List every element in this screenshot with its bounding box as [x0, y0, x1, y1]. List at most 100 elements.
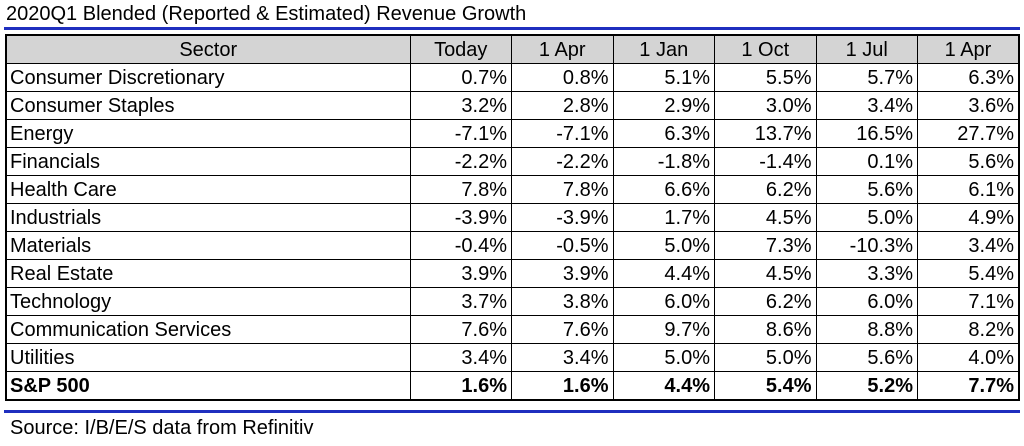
value-cell: 1.6%: [511, 371, 614, 401]
value-cell: 5.4%: [714, 371, 817, 401]
value-cell: 13.7%: [714, 119, 817, 148]
value-cell: -0.4%: [409, 231, 512, 260]
value-cell: 3.0%: [714, 91, 817, 120]
value-cell: -3.9%: [511, 203, 614, 232]
value-cell: 8.6%: [714, 315, 817, 344]
column-header: 1 Jan: [612, 34, 715, 64]
sector-cell: Financials: [5, 147, 411, 176]
value-cell: 2.9%: [612, 91, 715, 120]
value-cell: 9.7%: [612, 315, 715, 344]
source-rule: [4, 410, 1020, 413]
table-row: Energy -7.1% -7.1% 6.3% 13.7% 16.5% 27.7%: [5, 119, 1020, 148]
value-cell: 7.7%: [917, 371, 1020, 401]
table-row: Consumer Staples 3.2% 2.8% 2.9% 3.0% 3.4% 3.6%: [5, 91, 1020, 120]
column-header: Today: [409, 34, 512, 64]
table-row: Utilities 3.4% 3.4% 5.0% 5.0% 5.6% 4.0%: [5, 343, 1020, 372]
value-cell: 3.9%: [511, 259, 614, 288]
value-cell: 27.7%: [917, 119, 1020, 148]
value-cell: 0.8%: [511, 63, 614, 92]
value-cell: 16.5%: [815, 119, 918, 148]
value-cell: 7.1%: [917, 287, 1020, 316]
value-cell: -7.1%: [511, 119, 614, 148]
value-cell: 3.4%: [815, 91, 918, 120]
value-cell: 4.5%: [714, 259, 817, 288]
value-cell: 7.6%: [409, 315, 512, 344]
value-cell: 4.0%: [917, 343, 1020, 372]
value-cell: 6.0%: [815, 287, 918, 316]
value-cell: 4.5%: [714, 203, 817, 232]
value-cell: 0.7%: [409, 63, 512, 92]
value-cell: 1.6%: [409, 371, 512, 401]
sector-cell: Consumer Discretionary: [5, 63, 411, 92]
value-cell: 6.3%: [612, 119, 715, 148]
value-cell: 5.1%: [612, 63, 715, 92]
header-row: Sector Today 1 Apr 1 Jan 1 Oct 1 Jul 1 A…: [5, 34, 1020, 64]
sector-cell: S&P 500: [5, 371, 411, 401]
value-cell: 3.2%: [409, 91, 512, 120]
table-row: Real Estate 3.9% 3.9% 4.4% 4.5% 3.3% 5.4%: [5, 259, 1020, 288]
value-cell: 5.0%: [714, 343, 817, 372]
source-note: Source: I/B/E/S data from Refinitiv: [10, 417, 314, 439]
value-cell: 3.8%: [511, 287, 614, 316]
table-row: Materials -0.4% -0.5% 5.0% 7.3% -10.3% 3.4%: [5, 231, 1020, 260]
value-cell: 7.6%: [511, 315, 614, 344]
value-cell: 6.2%: [714, 175, 817, 204]
column-header: 1 Jul: [815, 34, 918, 64]
value-cell: 5.6%: [815, 175, 918, 204]
value-cell: 1.7%: [612, 203, 715, 232]
sector-cell: Health Care: [5, 175, 411, 204]
value-cell: -2.2%: [409, 147, 512, 176]
value-cell: 5.0%: [612, 231, 715, 260]
table-row: Consumer Discretionary 0.7% 0.8% 5.1% 5.5% 5.…: [5, 63, 1020, 92]
table-row: Technology 3.7% 3.8% 6.0% 6.2% 6.0% 7.1%: [5, 287, 1020, 316]
value-cell: 3.7%: [409, 287, 512, 316]
value-cell: 3.3%: [815, 259, 918, 288]
value-cell: 4.9%: [917, 203, 1020, 232]
sector-cell: Materials: [5, 231, 411, 260]
table-row: Industrials -3.9% -3.9% 1.7% 4.5% 5.0% 4.9%: [5, 203, 1020, 232]
value-cell: -1.4%: [714, 147, 817, 176]
value-cell: 8.8%: [815, 315, 918, 344]
value-cell: -10.3%: [815, 231, 918, 260]
value-cell: 5.7%: [815, 63, 918, 92]
value-cell: 3.6%: [917, 91, 1020, 120]
sector-cell: Consumer Staples: [5, 91, 411, 120]
value-cell: 3.4%: [917, 231, 1020, 260]
value-cell: -7.1%: [409, 119, 512, 148]
value-cell: 5.0%: [612, 343, 715, 372]
total-row: S&P 500 1.6% 1.6% 4.4% 5.4% 5.2% 7.7%: [5, 371, 1020, 401]
value-cell: 4.4%: [612, 259, 715, 288]
value-cell: 6.0%: [612, 287, 715, 316]
value-cell: 3.9%: [409, 259, 512, 288]
value-cell: 6.3%: [917, 63, 1020, 92]
value-cell: 8.2%: [917, 315, 1020, 344]
revenue-growth-table: Sector Today 1 Apr 1 Jan 1 Oct 1 Jul 1 A…: [5, 34, 1020, 401]
value-cell: 5.0%: [815, 203, 918, 232]
value-cell: 5.5%: [714, 63, 817, 92]
value-cell: 6.6%: [612, 175, 715, 204]
value-cell: 0.1%: [815, 147, 918, 176]
table-body: Consumer Discretionary 0.7% 0.8% 5.1% 5.5% 5.…: [5, 63, 1020, 401]
column-header: 1 Apr: [511, 34, 614, 64]
sector-cell: Industrials: [5, 203, 411, 232]
value-cell: 6.2%: [714, 287, 817, 316]
sector-cell: Communication Services: [5, 315, 411, 344]
value-cell: 7.8%: [511, 175, 614, 204]
column-header: 1 Oct: [714, 34, 817, 64]
sector-cell: Utilities: [5, 343, 411, 372]
value-cell: 3.4%: [511, 343, 614, 372]
value-cell: -3.9%: [409, 203, 512, 232]
value-cell: -2.2%: [511, 147, 614, 176]
value-cell: 4.4%: [612, 371, 715, 401]
value-cell: 2.8%: [511, 91, 614, 120]
table-row: Communication Services 7.6% 7.6% 9.7% 8.6% 8.…: [5, 315, 1020, 344]
table-row: Financials -2.2% -2.2% -1.8% -1.4% 0.1% 5.6%: [5, 147, 1020, 176]
value-cell: 5.6%: [815, 343, 918, 372]
column-header: Sector: [5, 34, 411, 64]
sector-cell: Energy: [5, 119, 411, 148]
value-cell: 5.4%: [917, 259, 1020, 288]
value-cell: -1.8%: [612, 147, 715, 176]
value-cell: 5.6%: [917, 147, 1020, 176]
value-cell: -0.5%: [511, 231, 614, 260]
value-cell: 7.3%: [714, 231, 817, 260]
